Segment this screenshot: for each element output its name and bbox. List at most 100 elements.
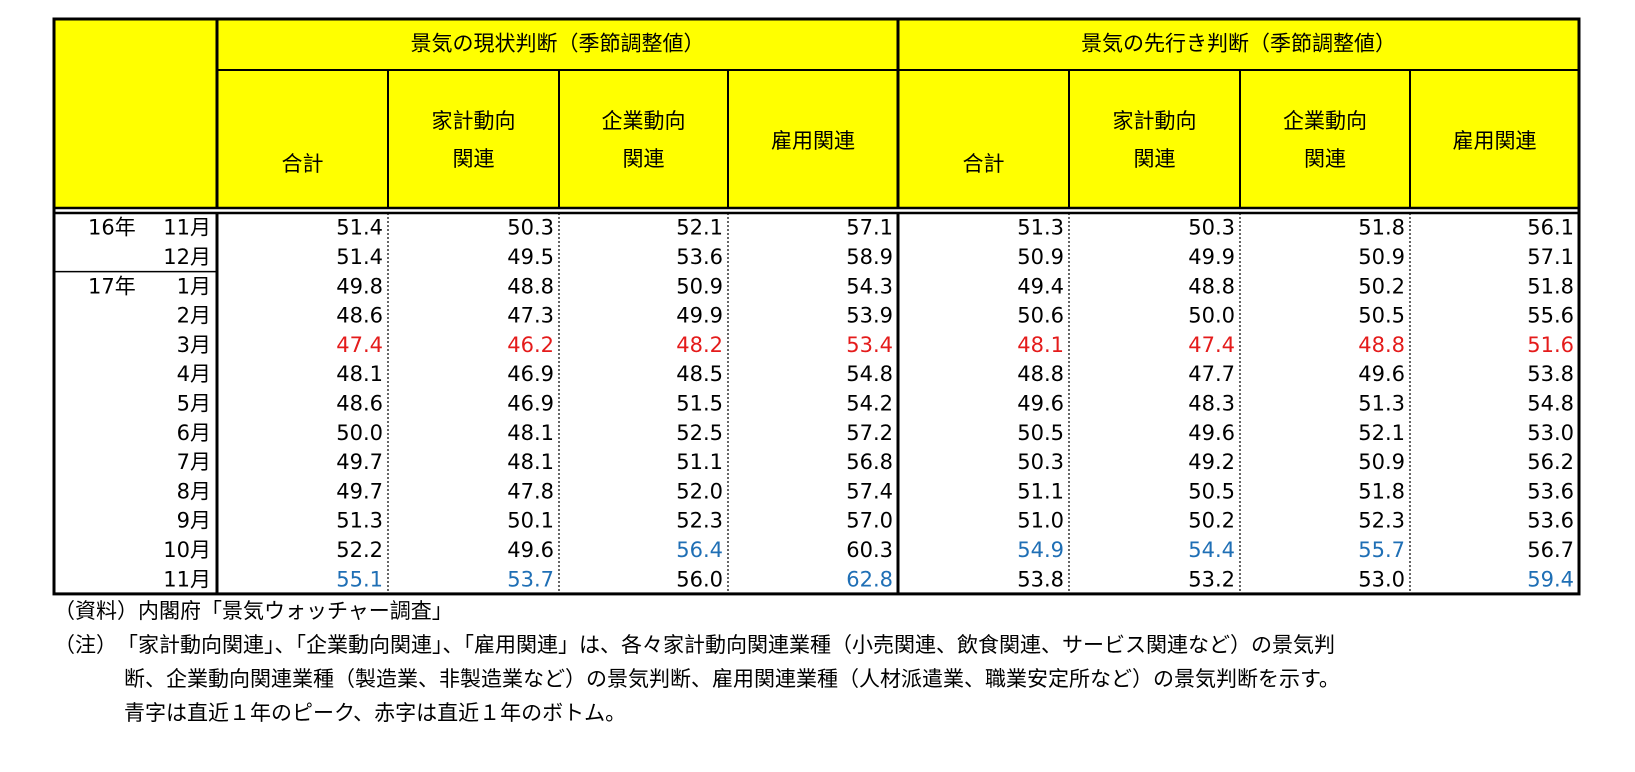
- cell-value: 49.6: [1017, 391, 1064, 415]
- cell-value: 50.1: [507, 509, 554, 533]
- cell-value: 51.6: [1527, 333, 1574, 357]
- cell-value: 49.6: [1188, 421, 1235, 445]
- cell-value: 50.5: [1358, 304, 1405, 328]
- cell-value: 50.9: [1358, 245, 1405, 269]
- cell-value: 51.8: [1358, 479, 1405, 503]
- column-header: 雇用関連: [1453, 129, 1537, 153]
- cell-value: 48.1: [507, 421, 554, 445]
- cell-value: 47.7: [1188, 362, 1235, 386]
- cell-value: 53.8: [1527, 362, 1574, 386]
- cell-value: 47.3: [507, 304, 554, 328]
- cell-value: 48.2: [676, 333, 723, 357]
- cell-value: 51.8: [1358, 216, 1405, 240]
- cell-value: 54.4: [1188, 538, 1235, 562]
- cell-value: 53.9: [846, 304, 893, 328]
- cell-value: 52.1: [676, 216, 723, 240]
- cell-value: 57.1: [846, 216, 893, 240]
- row-month: 3月: [177, 333, 211, 357]
- row-month: 5月: [177, 391, 211, 415]
- cell-value: 53.7: [507, 567, 554, 591]
- cell-value: 55.7: [1358, 538, 1405, 562]
- column-header: 雇用関連: [771, 129, 855, 153]
- cell-value: 52.2: [336, 538, 383, 562]
- cell-value: 49.5: [507, 245, 554, 269]
- cell-value: 50.9: [1358, 450, 1405, 474]
- cell-value: 49.9: [676, 304, 723, 328]
- cell-value: 56.0: [676, 567, 723, 591]
- column-header: 企業動向関連: [602, 109, 686, 171]
- cell-value: 54.2: [846, 391, 893, 415]
- cell-value: 57.1: [1527, 245, 1574, 269]
- column-header: 企業動向関連: [1283, 109, 1367, 171]
- cell-value: 54.8: [846, 362, 893, 386]
- cell-value: 46.2: [507, 333, 554, 357]
- column-header: 合計: [963, 152, 1005, 176]
- cell-value: 53.0: [1527, 421, 1574, 445]
- cell-value: 57.2: [846, 421, 893, 445]
- cell-value: 51.3: [1017, 216, 1064, 240]
- cell-value: 48.8: [1188, 274, 1235, 298]
- cell-value: 50.6: [1017, 304, 1064, 328]
- row-month: 10月: [163, 538, 211, 562]
- cell-value: 51.8: [1527, 274, 1574, 298]
- cell-value: 48.8: [1017, 362, 1064, 386]
- column-header: 合計: [282, 152, 324, 176]
- cell-value: 58.9: [846, 245, 893, 269]
- cell-value: 51.0: [1017, 509, 1064, 533]
- cell-value: 48.6: [336, 391, 383, 415]
- note-line: 断、企業動向関連業種（製造業、非製造業など）の景気判断、雇用関連業種（人材派遣業…: [124, 667, 1340, 691]
- row-month: 1月: [177, 274, 211, 298]
- cell-value: 51.4: [336, 216, 383, 240]
- cell-value: 56.7: [1527, 538, 1574, 562]
- cell-value: 56.8: [846, 450, 893, 474]
- cell-value: 48.1: [1017, 333, 1064, 357]
- cell-value: 50.0: [336, 421, 383, 445]
- row-year: 17年: [88, 274, 136, 298]
- cell-value: 56.2: [1527, 450, 1574, 474]
- row-month: 11月: [163, 216, 211, 240]
- cell-value: 49.7: [336, 479, 383, 503]
- cell-value: 50.2: [1358, 274, 1405, 298]
- cell-value: 53.4: [846, 333, 893, 357]
- cell-value: 60.3: [846, 538, 893, 562]
- cell-value: 50.3: [1017, 450, 1064, 474]
- cell-value: 46.9: [507, 362, 554, 386]
- cell-value: 53.6: [1527, 509, 1574, 533]
- cell-value: 52.3: [676, 509, 723, 533]
- note-line: 「家計動向関連」、「企業動向関連」、「雇用関連」は、各々家計動向関連業種（小売関…: [117, 633, 1335, 657]
- cell-value: 48.1: [336, 362, 383, 386]
- cell-value: 49.8: [336, 274, 383, 298]
- cell-value: 50.2: [1188, 509, 1235, 533]
- table-border: [52, 17, 1581, 596]
- cell-value: 51.1: [676, 450, 723, 474]
- cell-value: 48.3: [1188, 391, 1235, 415]
- cell-value: 50.3: [507, 216, 554, 240]
- cell-value: 51.3: [1358, 391, 1405, 415]
- cell-value: 57.4: [846, 479, 893, 503]
- cell-value: 62.8: [846, 567, 893, 591]
- cell-value: 54.3: [846, 274, 893, 298]
- cell-value: 49.7: [336, 450, 383, 474]
- cell-value: 55.6: [1527, 304, 1574, 328]
- cell-value: 53.6: [676, 245, 723, 269]
- cell-value: 51.4: [336, 245, 383, 269]
- cell-value: 55.1: [336, 567, 383, 591]
- row-month: 9月: [177, 509, 211, 533]
- row-month: 4月: [177, 362, 211, 386]
- cell-value: 46.9: [507, 391, 554, 415]
- cell-value: 47.4: [1188, 333, 1235, 357]
- cell-value: 48.8: [1358, 333, 1405, 357]
- cell-value: 51.5: [676, 391, 723, 415]
- group-title: 景気の現状判断（季節調整値）: [411, 32, 705, 56]
- cell-value: 52.3: [1358, 509, 1405, 533]
- cell-value: 54.8: [1527, 391, 1574, 415]
- cell-value: 57.0: [846, 509, 893, 533]
- cell-value: 48.8: [507, 274, 554, 298]
- column-header: 家計動向関連: [432, 109, 516, 171]
- column-header: 家計動向関連: [1113, 109, 1197, 171]
- cell-value: 50.3: [1188, 216, 1235, 240]
- cell-value: 50.9: [676, 274, 723, 298]
- row-year: 16年: [88, 216, 136, 240]
